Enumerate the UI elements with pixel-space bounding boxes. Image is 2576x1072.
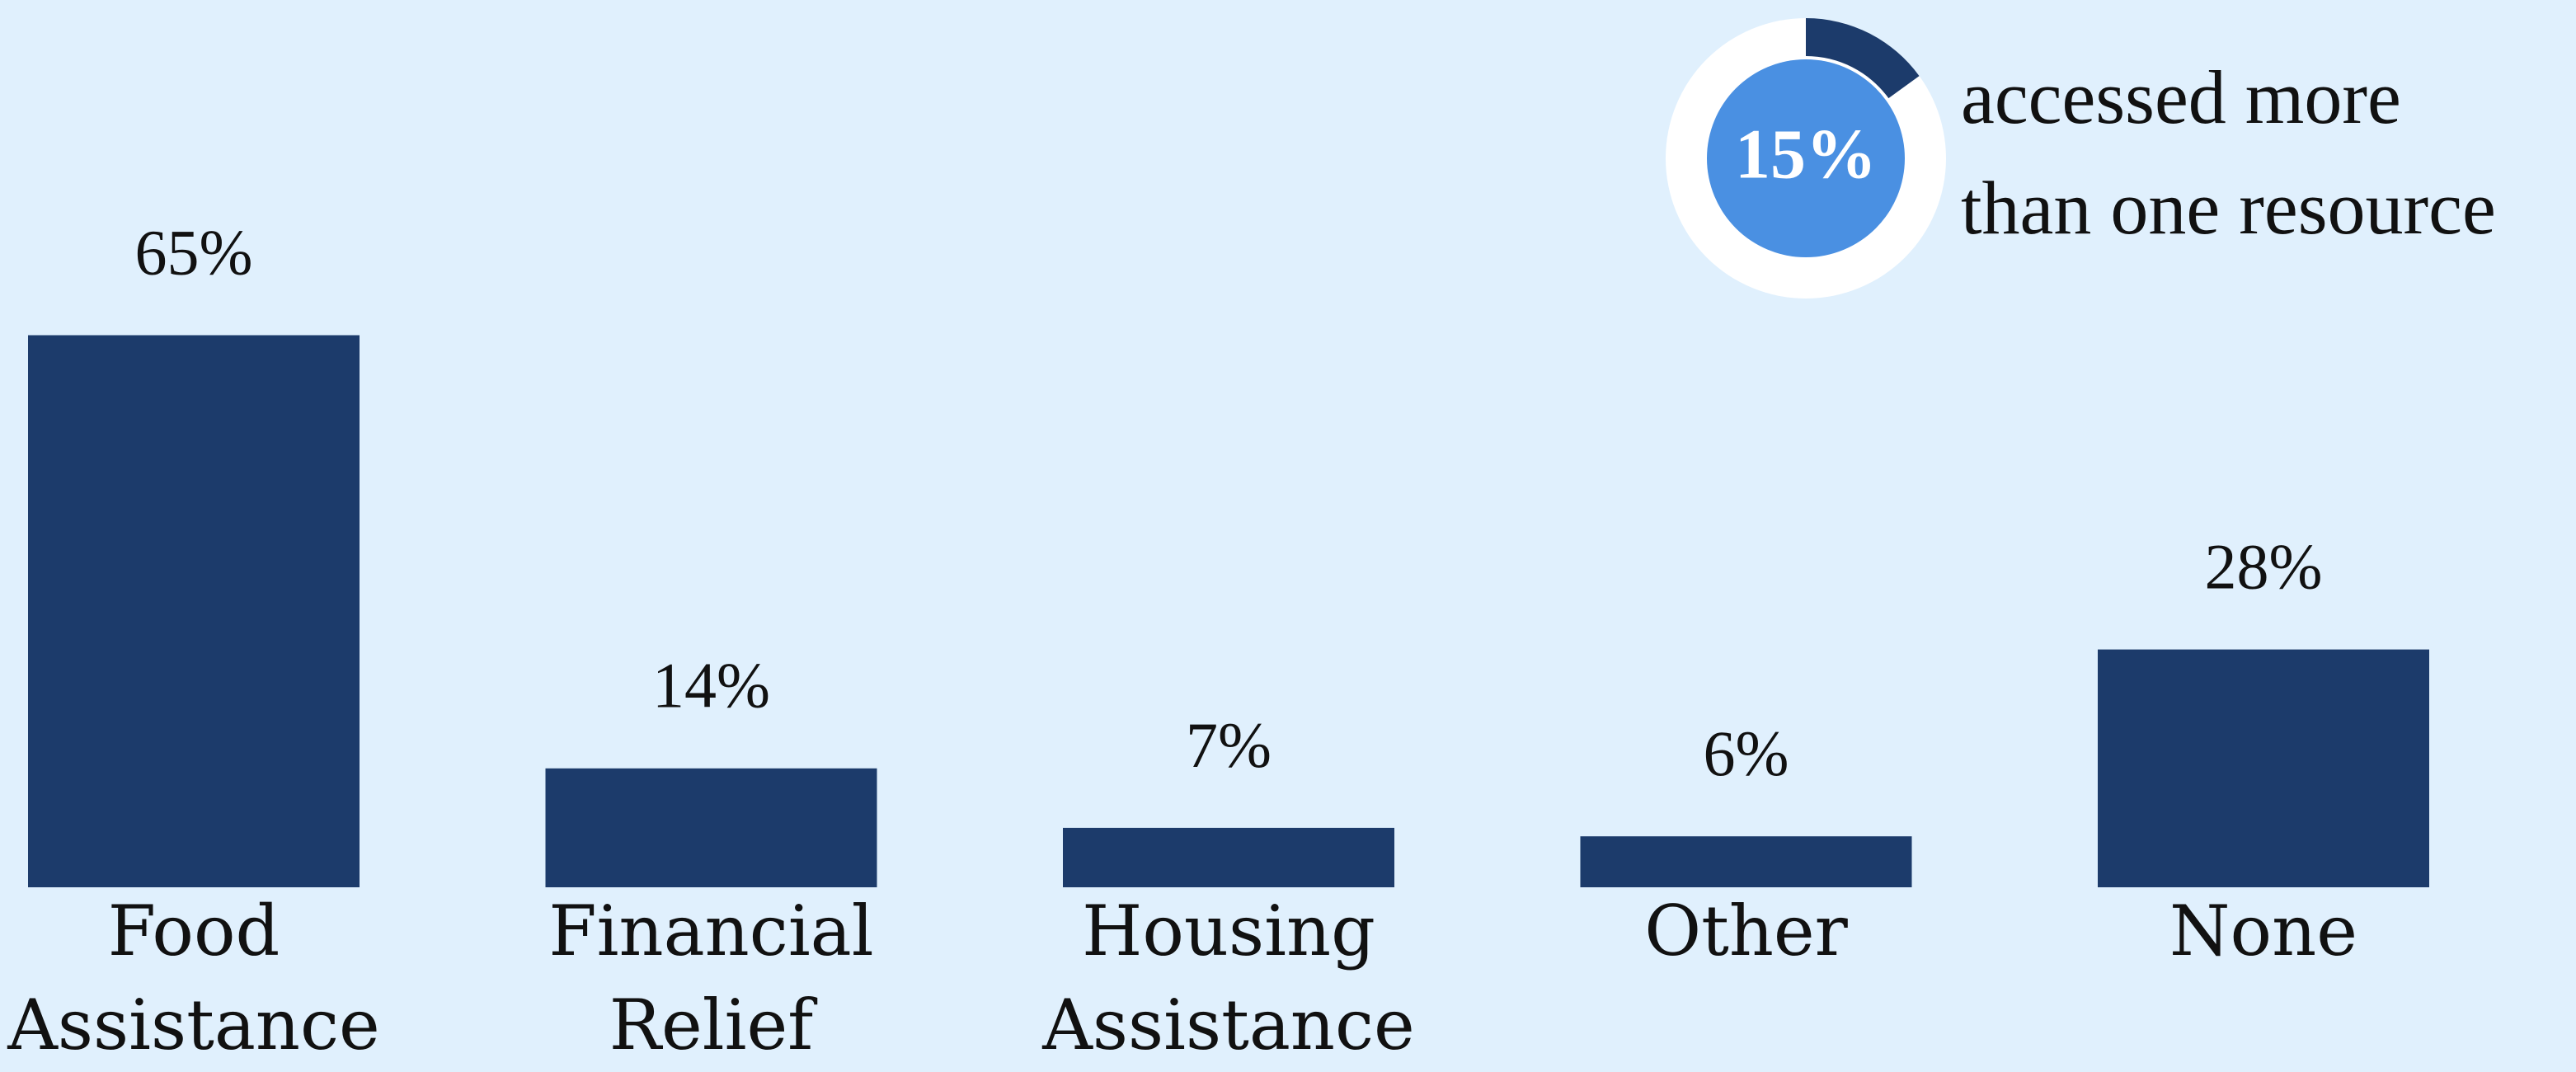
value-label: 14% [652, 650, 770, 722]
bar [2098, 649, 2429, 887]
bar [28, 335, 360, 887]
category-label: Financial Relief [548, 891, 874, 1065]
bar [1063, 827, 1394, 887]
category-label: None [2169, 891, 2357, 971]
value-label: 6% [1704, 717, 1789, 789]
category-label: Housing Assistance [1042, 891, 1415, 1065]
caption: than one resource [1961, 166, 2496, 250]
donut-label: 15% [1735, 115, 1877, 194]
value-label: 65% [135, 216, 253, 288]
category-label: Food Assistance [7, 891, 380, 1065]
value-label: 28% [2205, 531, 2323, 603]
value-label: 7% [1186, 709, 1272, 781]
category-label: Other [1644, 891, 1848, 971]
donut-center [1707, 59, 1905, 257]
caption: accessed more [1961, 55, 2401, 139]
donut-segment [1806, 18, 1920, 99]
bar [545, 768, 877, 887]
bar [1580, 836, 1912, 887]
